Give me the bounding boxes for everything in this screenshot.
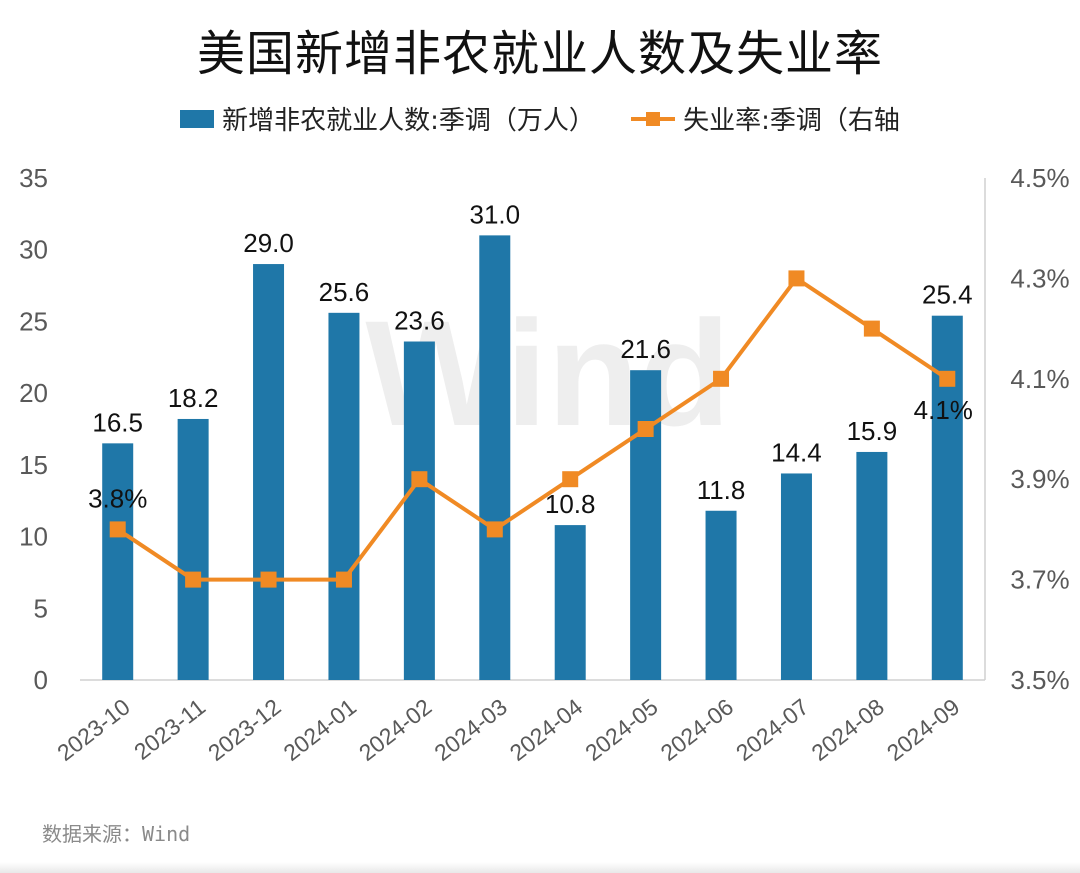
bar-data-label: 23.6 <box>394 306 445 336</box>
y-left-tick-label: 5 <box>34 593 48 623</box>
bar-data-label: 25.4 <box>922 280 973 310</box>
line-marker <box>260 571 277 588</box>
legend-swatch-line-marker <box>646 111 661 126</box>
y-left-tick-label: 25 <box>19 306 48 336</box>
line-marker <box>486 521 503 538</box>
y-left-tick-label: 0 <box>34 665 48 695</box>
x-tick-label: 2024-05 <box>580 693 663 765</box>
bar <box>780 473 812 680</box>
line-marker <box>185 571 202 588</box>
legend-label-line: 失业率:季调（右轴 <box>683 106 900 136</box>
source-note: 数据来源：Wind <box>42 822 191 846</box>
y-left-tick-label: 15 <box>19 450 48 480</box>
bar <box>102 443 134 680</box>
line-marker <box>713 370 730 387</box>
legend-swatch-line <box>631 110 676 128</box>
x-tick-label: 2024-09 <box>882 693 965 765</box>
bar-data-label: 15.9 <box>847 416 898 446</box>
legend-swatch-bar <box>180 109 215 128</box>
line-data-label: 3.8% <box>88 483 147 513</box>
y-left-tick-label: 30 <box>19 235 48 265</box>
x-tick-label: 2024-04 <box>505 693 588 766</box>
line-marker <box>562 471 579 488</box>
line-marker <box>411 471 428 488</box>
y-right-tick-label: 4.1% <box>1010 364 1069 394</box>
chart-title: 美国新增非农就业人数及失业率 <box>196 26 883 82</box>
bar-data-label: 10.8 <box>545 489 596 519</box>
x-tick-label: 2024-02 <box>354 693 437 765</box>
y-right-tick-label: 4.3% <box>1010 263 1069 293</box>
line-marker <box>788 270 805 287</box>
x-tick-label: 2024-03 <box>429 693 512 765</box>
line-marker <box>109 521 126 538</box>
bar <box>253 264 285 680</box>
x-tick-label: 2024-01 <box>279 693 362 765</box>
line-marker <box>939 370 956 387</box>
line-marker <box>863 320 880 337</box>
bar-data-label: 25.6 <box>319 277 370 307</box>
bar-data-label: 29.0 <box>243 228 294 258</box>
line-marker <box>335 571 352 588</box>
bar <box>479 235 511 680</box>
x-tick-label: 2024-06 <box>656 693 739 765</box>
x-tick-label: 2023-12 <box>203 693 286 765</box>
line-marker <box>637 421 654 437</box>
bar <box>554 525 586 680</box>
legend-item-line: 失业率:季调（右轴 <box>631 100 900 137</box>
y-right-tick-label: 4.5% <box>1010 163 1069 193</box>
y-left-tick-label: 35 <box>19 163 48 193</box>
x-tick-label: 2024-08 <box>806 693 889 765</box>
bar <box>630 370 662 680</box>
legend-item-bar: 新增非农就业人数:季调（万人） <box>180 100 595 137</box>
bar-data-label: 18.2 <box>168 383 219 413</box>
bar <box>856 451 888 680</box>
x-tick-label: 2024-07 <box>731 693 814 765</box>
line-data-label: 4.1% <box>914 395 973 425</box>
bar-data-label: 14.4 <box>771 437 822 467</box>
y-left-tick-label: 20 <box>19 378 48 408</box>
bar-data-label: 16.5 <box>92 407 143 437</box>
bar <box>705 510 737 680</box>
legend: 新增非农就业人数:季调（万人） 失业率:季调（右轴 <box>0 100 1080 137</box>
bottom-shade <box>0 862 1080 873</box>
y-right-tick-label: 3.5% <box>1010 665 1069 695</box>
x-tick-label: 2023-10 <box>52 693 135 765</box>
y-left-tick-label: 10 <box>19 522 48 552</box>
bar <box>403 341 435 680</box>
bar-data-label: 21.6 <box>620 334 671 364</box>
y-right-tick-label: 3.7% <box>1010 565 1069 595</box>
bar-data-label: 11.8 <box>697 475 746 505</box>
bar-data-label: 31.0 <box>469 199 520 229</box>
bar <box>328 312 360 680</box>
legend-label-bar: 新增非农就业人数:季调（万人） <box>222 106 595 136</box>
bar <box>177 418 209 680</box>
x-tick-label: 2023-11 <box>129 693 210 764</box>
y-right-tick-label: 3.9% <box>1010 464 1069 494</box>
unemployment-line <box>116 276 949 582</box>
